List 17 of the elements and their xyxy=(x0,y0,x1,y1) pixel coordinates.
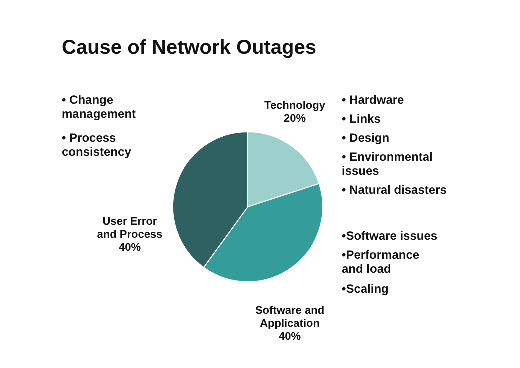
text: • Hardware xyxy=(342,93,405,107)
text: •Performance and load xyxy=(342,248,420,276)
slice-label: Technology xyxy=(264,100,326,112)
text: • Environmental issues xyxy=(342,150,433,178)
text: • Change management xyxy=(62,93,136,121)
data-label: 40% xyxy=(118,242,142,254)
slice-label: Software and Application xyxy=(255,305,325,330)
text: • Natural disasters xyxy=(342,183,448,197)
chart-title: Cause of Network Outages xyxy=(62,37,317,59)
data-label: 20% xyxy=(284,113,306,125)
slice-label: User Error and Process xyxy=(97,216,163,241)
text: • Links xyxy=(342,112,382,126)
text: • Process consistency xyxy=(62,131,132,159)
data-label: 40% xyxy=(278,331,302,343)
text: •Software issues xyxy=(342,229,438,243)
text: • Design xyxy=(342,131,390,145)
text: •Scaling xyxy=(342,282,389,296)
